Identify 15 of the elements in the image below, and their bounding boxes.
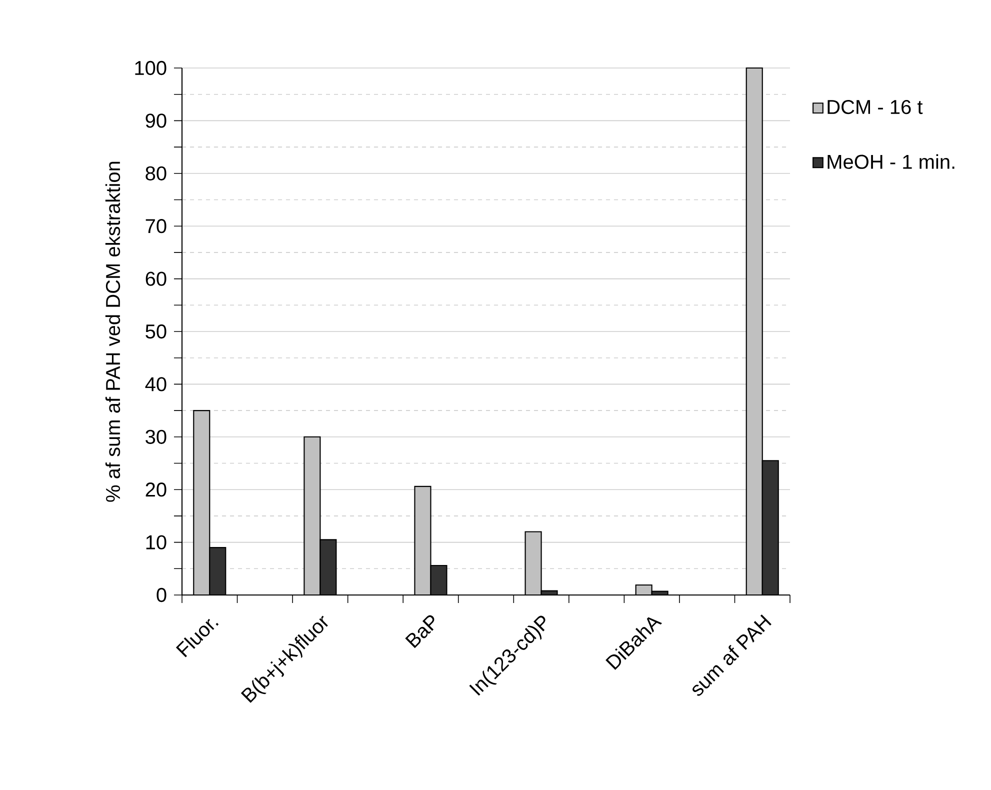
y-tick-label: 30 <box>146 430 166 444</box>
y-tick-label: 70 <box>146 219 166 234</box>
y-tick-label: 50 <box>146 324 166 339</box>
legend-label: DCM - 16 t <box>828 100 923 114</box>
y-tick-label: 20 <box>146 482 166 497</box>
y-tick-label: 0 <box>156 588 166 602</box>
y-tick-label: 100 <box>135 60 166 76</box>
x-tick-label: BaP <box>405 615 434 648</box>
y-tick-label: 60 <box>146 272 166 286</box>
y-axis-title: % af sum af PAH ved DCM ekstraktion <box>105 162 120 502</box>
y-tick-label: 10 <box>146 535 166 550</box>
y-tick-label: 80 <box>146 166 166 180</box>
legend-label: MeOH - 1 min. <box>828 154 954 169</box>
y-tick-label: 90 <box>146 114 166 128</box>
y-tick-label: 40 <box>145 377 166 392</box>
